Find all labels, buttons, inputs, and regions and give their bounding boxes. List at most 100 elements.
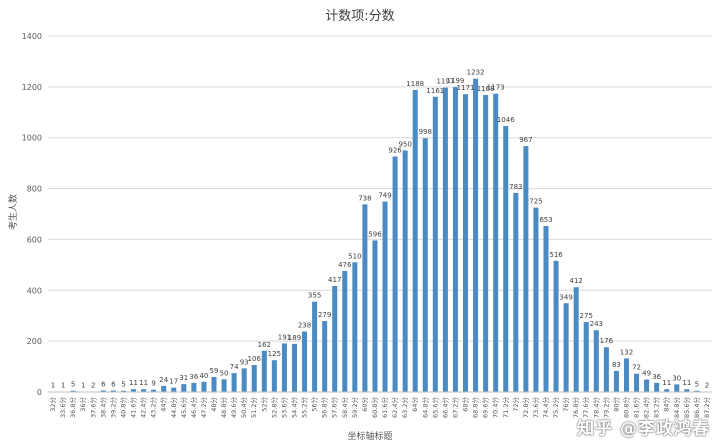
data-label: 59 [210,367,219,375]
data-label: 243 [590,320,603,328]
bar [613,370,619,392]
data-label: 176 [600,337,614,345]
data-label: 1 [81,382,85,390]
bar [543,225,549,392]
data-label: 17 [169,378,178,386]
x-tick-label: 76分 [561,397,570,412]
x-tick-label: 51.2分 [249,397,258,418]
data-label: 11 [682,379,691,387]
data-label: 596 [368,230,382,238]
x-tick-label: 56分 [310,397,319,412]
bar [674,384,680,392]
x-tick-label: 83.2分 [652,397,661,418]
x-tick-label: 72.8分 [521,397,530,418]
data-label: 6 [111,380,116,388]
x-tick-label: 80.8分 [621,397,630,418]
bar [171,387,177,392]
data-label: 2 [705,381,709,389]
x-tick-label: 36分 [78,397,87,412]
data-label: 355 [308,292,321,300]
x-tick-label: 54.4分 [289,397,298,418]
bar [251,365,257,392]
data-label: 11 [139,379,148,387]
x-tick-label: 71.2分 [501,397,510,418]
data-label: 1199 [447,77,465,85]
data-label: 125 [268,350,281,358]
data-label: 1171 [457,84,475,92]
data-label: 2 [91,381,95,389]
data-label: 5 [695,381,699,389]
x-tick-label: 87.2分 [702,397,711,418]
data-label: 31 [179,374,188,382]
data-label: 1 [61,382,65,390]
data-label: 72 [632,364,641,372]
data-label: 1232 [467,69,485,77]
bar [131,389,137,392]
x-tick-label: 59.2分 [350,397,359,418]
bar [291,343,297,392]
x-tick-label: 84.8分 [672,397,681,418]
bar [231,373,237,392]
bar [483,94,489,392]
bar [644,379,650,392]
data-label: 1046 [497,116,515,124]
bar [100,390,106,392]
data-label: 950 [398,140,411,148]
x-tick-label: 80分 [611,397,620,412]
bar [412,89,418,392]
bar [161,385,167,392]
bar [684,389,690,392]
x-tick-label: 46.4分 [189,397,198,418]
x-tick-label: 52.8分 [269,397,278,418]
bar [563,303,569,392]
x-tick-label: 68.8分 [471,397,480,418]
data-label: 1 [51,382,55,390]
x-tick-label: 45.6分 [179,397,188,418]
bar [583,322,589,392]
x-tick-label: 40.8分 [118,397,127,418]
x-tick-label: 63.2分 [400,397,409,418]
bar [221,379,227,392]
x-tick-label: 55.2分 [300,397,309,418]
bar [603,347,609,392]
data-label: 476 [338,261,352,269]
x-tick-label: 85.6分 [682,397,691,418]
bar [513,192,519,392]
x-tick-label: 66.4分 [440,397,449,418]
x-tick-label: 67.2分 [450,397,459,418]
bar [553,260,559,392]
data-label: 510 [348,252,361,260]
bar [271,360,277,392]
chart-title: 计数项:分数 [325,9,394,24]
y-axis: 0 200 400 600 800 1000 1200 1400 [22,32,42,397]
x-axis: 32分 33.6分 36.8分 36分 37.6分 38.4分 39.2分 40.8分 41.6… [48,391,712,418]
data-label: 93 [240,358,249,366]
x-tick-label: 44.8分 [169,397,178,418]
x-tick-label: 70.4分 [491,397,500,418]
bar [634,373,640,392]
data-label: 749 [378,192,391,200]
x-tick-label: 47.2分 [199,397,208,418]
bar [302,331,308,392]
data-label: 738 [358,194,371,202]
bar [211,376,217,392]
x-tick-label: 62.4分 [390,397,399,418]
bar [362,204,368,392]
bar [452,87,458,393]
bar [442,87,448,393]
x-tick-label: 58.4分 [340,397,349,418]
x-tick-label: 36.8分 [68,397,77,418]
x-tick-label: 48分 [209,397,218,412]
gridlines [48,35,712,393]
bar [694,390,700,392]
bar [342,270,348,392]
bar [120,390,126,392]
bar [654,382,660,392]
bar [312,301,318,392]
x-tick-label: 75.2分 [551,397,560,418]
data-label: 6 [101,380,106,388]
x-tick-label: 69.6分 [481,397,490,418]
bar [493,93,499,393]
bar [432,96,438,392]
data-label: 1173 [487,84,505,92]
